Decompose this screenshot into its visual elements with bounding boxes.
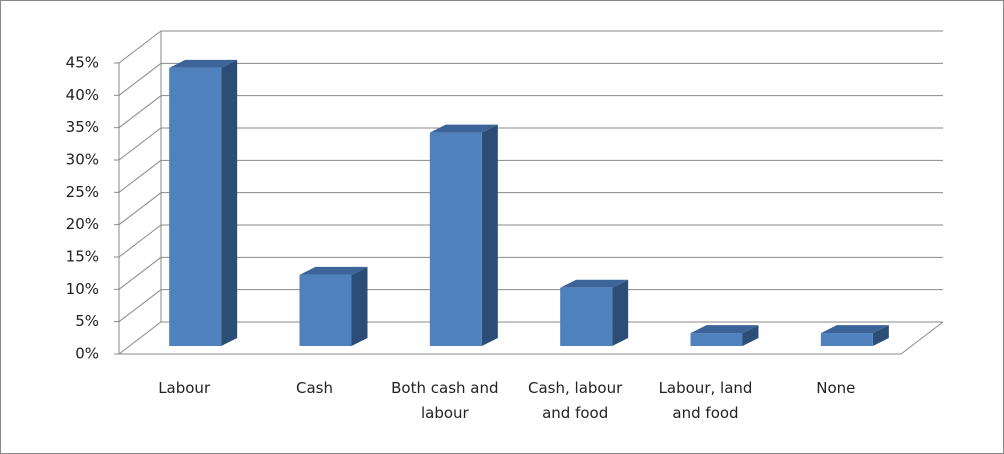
y-tick-label: 40% [66, 86, 99, 104]
x-tick-label: Labour, land and food [658, 379, 753, 422]
grid-line [118, 321, 162, 355]
grid-line [118, 159, 162, 193]
grid-line [118, 127, 162, 161]
grid-line [118, 62, 162, 96]
bar-top [169, 59, 238, 68]
bar-top [690, 325, 759, 334]
x-tick-label: Cash, labour and food [528, 379, 623, 422]
bar-side [612, 279, 629, 346]
bar-top [820, 325, 889, 334]
bar-top [560, 279, 629, 288]
bar [169, 67, 222, 346]
bar-side [742, 325, 759, 346]
y-tick-label: 25% [66, 183, 99, 201]
grid-line [118, 289, 162, 323]
bar-side [351, 266, 368, 346]
bar [690, 333, 743, 346]
x-tick-label: Both cash and labour [391, 379, 499, 422]
bar-side [872, 325, 889, 346]
grid-line [118, 224, 162, 258]
y-tick-label: 10% [66, 280, 99, 298]
x-tick-label: Labour [158, 379, 211, 397]
bar-side [221, 59, 238, 346]
y-tick-label: 45% [66, 54, 99, 72]
y-tick-label: 5% [75, 312, 99, 330]
y-tick-label: 35% [66, 118, 99, 136]
grid-line [118, 95, 162, 129]
bar [299, 274, 352, 346]
bar [820, 333, 873, 346]
y-tick-label: 15% [66, 248, 99, 266]
bar [560, 287, 613, 346]
bar-side [481, 124, 498, 346]
bar-top [299, 266, 368, 275]
x-tick-label: None [816, 379, 856, 397]
y-tick-label: 0% [75, 345, 99, 363]
wall-edge [900, 321, 944, 355]
grid-line [118, 30, 162, 64]
x-tick-label: Cash [296, 379, 333, 397]
bar [429, 132, 482, 346]
y-tick-label: 30% [66, 151, 99, 169]
bar-top [429, 124, 498, 133]
grid-line [118, 192, 162, 226]
grid-line [118, 256, 162, 290]
y-tick-label: 20% [66, 215, 99, 233]
